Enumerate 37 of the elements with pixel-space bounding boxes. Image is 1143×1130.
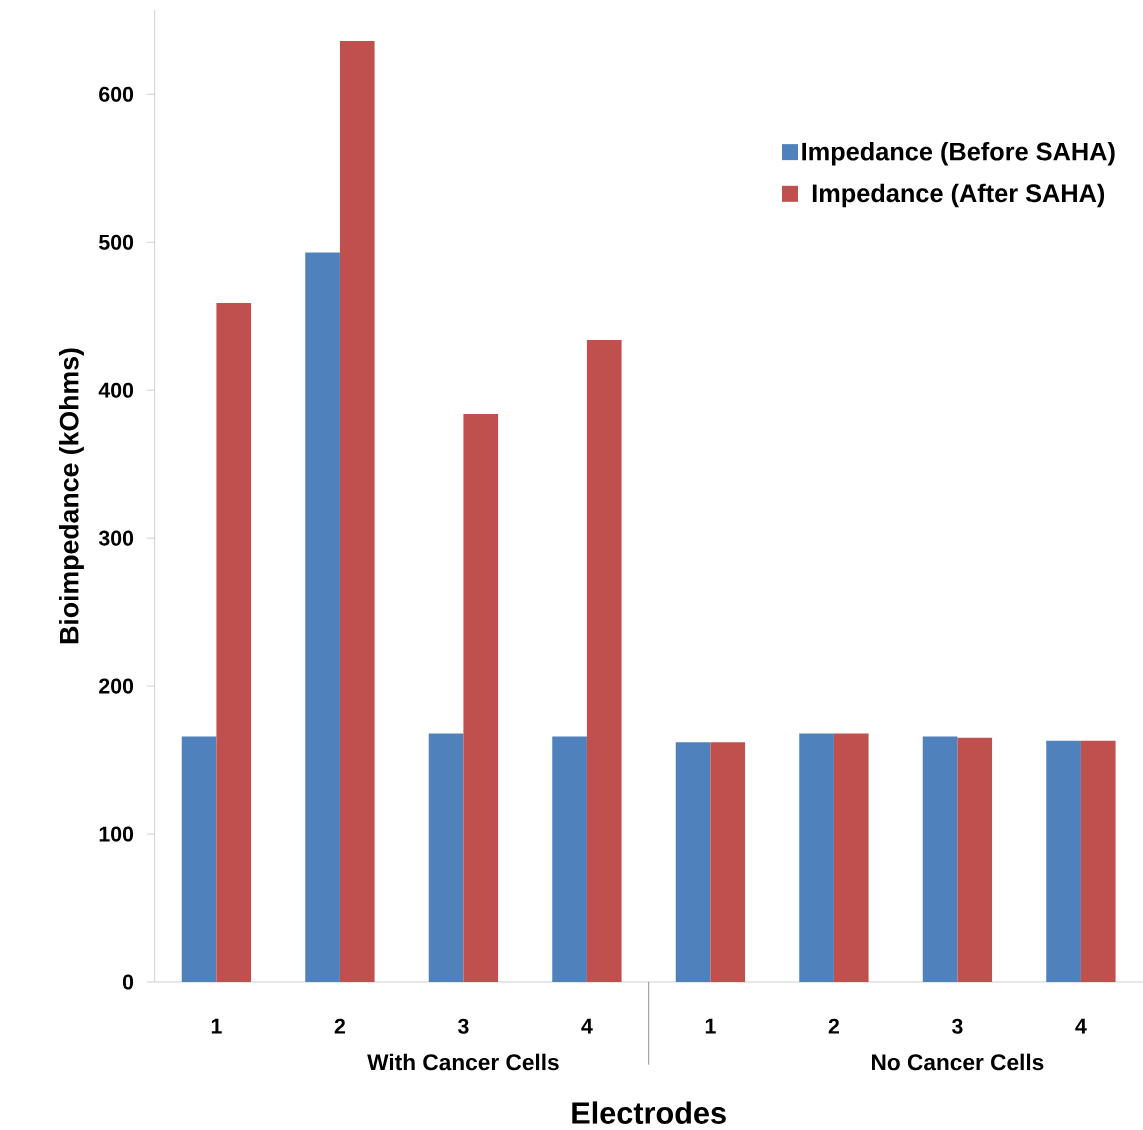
bar <box>181 736 217 982</box>
y-tick-label: 300 <box>98 530 134 546</box>
x-tick-label: 4 <box>1075 1018 1087 1034</box>
y-tick-label: 600 <box>99 86 134 102</box>
y-tick-label: 500 <box>99 234 134 250</box>
legend-label: Impedance (Before SAHA) <box>802 141 1115 166</box>
legend-label: Impedance (After SAHA) <box>812 183 1105 208</box>
bar <box>799 733 834 982</box>
x-axis-title: Electrodes <box>572 1101 726 1124</box>
y-tick-label: 100 <box>99 826 134 842</box>
y-axis-title: Bioimpedance (kOhms) <box>59 348 84 644</box>
x-tick-label: 3 <box>951 1018 963 1034</box>
bar <box>305 252 340 982</box>
bar <box>463 413 499 982</box>
bar <box>339 41 375 982</box>
bar <box>675 742 711 982</box>
bar <box>922 736 958 982</box>
x-tick-label: 1 <box>211 1018 222 1034</box>
bar <box>216 302 252 982</box>
y-tick-label: 200 <box>99 678 134 694</box>
x-tick-label: 2 <box>334 1018 345 1034</box>
bar <box>552 736 587 982</box>
bar <box>957 737 993 982</box>
bar <box>1080 740 1116 982</box>
y-tick-label: 0 <box>122 974 134 990</box>
x-tick-label: 2 <box>828 1018 839 1034</box>
y-tick-label: 400 <box>98 382 134 398</box>
x-tick-label: 1 <box>705 1018 716 1034</box>
bar <box>1046 740 1081 982</box>
bar <box>833 733 869 982</box>
bar <box>710 742 746 982</box>
text: With Cancer Cells <box>367 1053 559 1071</box>
text: No Cancer Cells <box>872 1053 1044 1071</box>
bar <box>586 339 622 982</box>
bar <box>428 733 464 982</box>
x-tick-label: 4 <box>581 1018 593 1034</box>
x-tick-label: 3 <box>457 1018 469 1034</box>
